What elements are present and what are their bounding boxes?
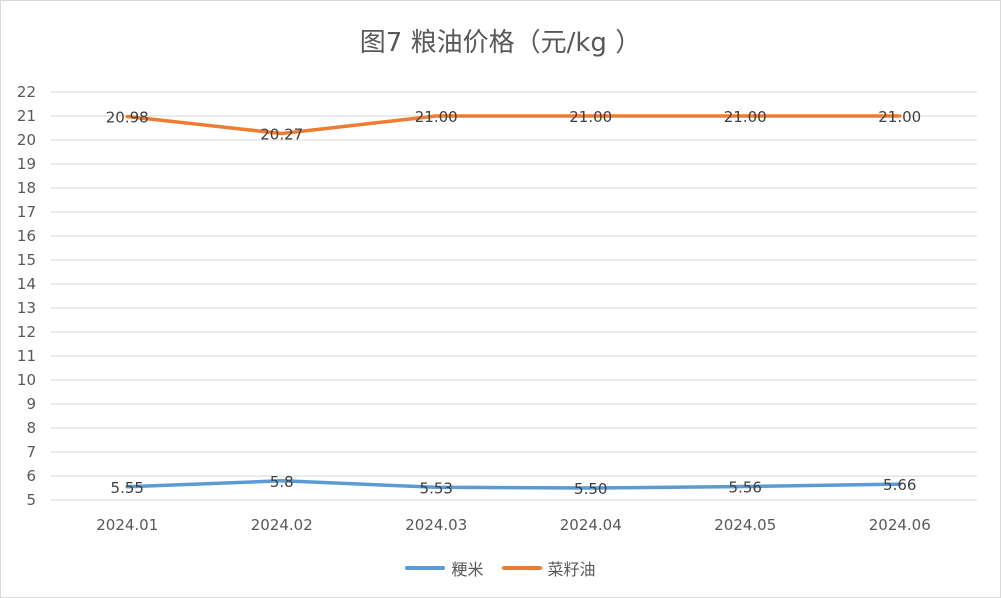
data-labels: 5.55 5.8 5.53 5.50 5.56 5.66 20.98 20.27 21.00 21… [106,108,921,498]
data-label: 20.27 [260,126,303,144]
y-axis: 5 6 7 8 9 10 11 12 13 14 15 16 17 18 19 20 21 22 [17,83,36,509]
data-label: 21.00 [878,108,921,126]
data-label: 5.56 [729,479,762,497]
x-tick-label: 2024.06 [869,516,931,534]
series-line-1[interactable] [125,479,902,490]
x-axis: 2024.01 2024.02 2024.03 2024.04 2024.05 2024.… [96,516,931,534]
y-tick-label: 10 [17,371,36,389]
y-tick-label: 5 [26,491,36,509]
chart-title: 图7 粮油价格（元/kg ） [359,28,642,58]
y-tick-label: 20 [17,131,36,149]
y-tick-label: 14 [17,275,36,293]
grid-lines [50,91,977,501]
y-tick-label: 16 [17,227,36,245]
y-tick-label: 6 [26,467,36,485]
legend: 粳米 菜籽油 [0,556,1001,580]
series-lines [125,114,902,490]
data-label: 5.55 [111,479,144,497]
data-label: 20.98 [106,108,149,126]
x-tick-label: 2024.03 [405,516,467,534]
data-label: 21.00 [415,108,458,126]
series-line-2[interactable] [125,114,902,136]
y-tick-label: 11 [17,347,36,365]
y-tick-label: 17 [17,203,36,221]
x-tick-label: 2024.01 [96,516,158,534]
data-label: 21.00 [724,108,767,126]
y-tick-label: 9 [26,395,36,413]
legend-swatch-series-2 [501,566,542,570]
y-tick-label: 12 [17,323,36,341]
data-label: 5.53 [420,479,453,497]
y-tick-label: 8 [26,419,36,437]
legend-item-series-2[interactable]: 菜籽油 [501,556,596,580]
x-tick-label: 2024.02 [251,516,313,534]
legend-label-series-1: 粳米 [451,560,484,579]
data-label: 5.50 [574,480,607,498]
legend-label-series-2: 菜籽油 [547,560,596,579]
y-tick-label: 18 [17,179,36,197]
y-tick-label: 15 [17,251,36,269]
data-label: 5.66 [883,476,916,494]
legend-swatch-series-1 [405,566,446,570]
data-label: 21.00 [569,108,612,126]
x-tick-label: 2024.05 [714,516,776,534]
y-tick-label: 7 [26,443,36,461]
y-tick-label: 19 [17,155,36,173]
y-tick-label: 13 [17,299,36,317]
y-tick-label: 21 [17,107,36,125]
y-tick-label: 22 [17,83,36,101]
legend-item-series-1[interactable]: 粳米 [405,556,484,580]
x-tick-label: 2024.04 [560,516,622,534]
data-label: 5.8 [270,473,294,491]
